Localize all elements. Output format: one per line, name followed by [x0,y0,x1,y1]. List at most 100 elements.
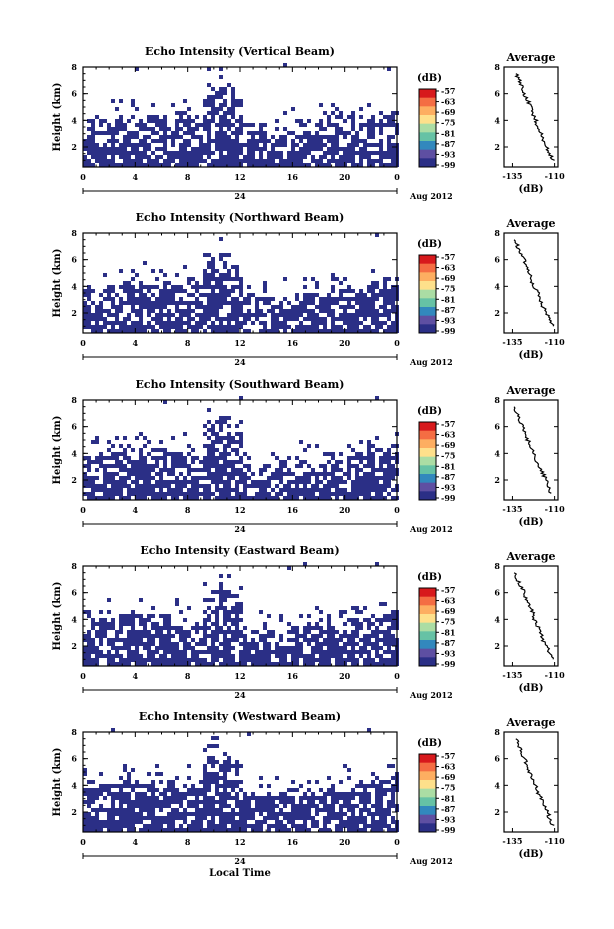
colorbar-segment [419,448,436,458]
echo-cell [351,289,355,293]
echo-cell [299,476,303,480]
echo-cell [147,808,151,812]
echo-cell [343,824,347,828]
echo-cell [283,143,287,147]
echo-cell [367,728,371,732]
echo-cell [295,305,299,309]
echo-cell [279,646,283,650]
echo-cell [231,788,235,792]
echo-cell [183,151,187,155]
echo-cell [119,115,123,119]
echo-cell [391,610,395,614]
echo-cell [119,488,123,492]
echo-cell [203,622,207,626]
echo-cell [223,147,227,151]
echo-cell [203,424,207,428]
echo-cell [159,792,163,796]
average-y-tick-label: 2 [494,807,500,817]
echo-cell [99,147,103,151]
echo-cell [195,488,199,492]
echo-cell [319,163,323,167]
echo-cell [203,273,207,277]
echo-cell [227,301,231,305]
echo-cell [279,618,283,622]
echo-cell [371,460,375,464]
colorbar-tick-label: -69 [441,772,456,782]
echo-cell [375,159,379,163]
echo-cell [135,492,139,496]
echo-cell [147,796,151,800]
echo-cell [259,484,263,488]
echo-cell [95,329,99,333]
echo-cell [95,436,99,440]
echo-cell [207,488,211,492]
echo-cell [307,796,311,800]
echo-cell [215,293,219,297]
echo-cell [327,630,331,634]
echo-cell [251,638,255,642]
echo-cell [207,103,211,107]
echo-cell [171,139,175,143]
echo-cell [183,143,187,147]
echo-cell [115,828,119,832]
echo-cell [103,155,107,159]
echo-cell [187,804,191,808]
echo-cell [231,317,235,321]
echo-cell [183,828,187,832]
echo-cell [331,788,335,792]
echo-cell [99,626,103,630]
echo-cell [375,313,379,317]
echo-cell [227,313,231,317]
echo-cell [203,796,207,800]
echo-cell [227,444,231,448]
echo-cell [167,658,171,662]
echo-cell [367,662,371,666]
echo-cell [227,594,231,598]
echo-cell [211,285,215,289]
echo-cell [219,329,223,333]
echo-cell [175,796,179,800]
echo-cell [255,642,259,646]
echo-cell [159,658,163,662]
echo-cell [223,277,227,281]
echo-cell [155,800,159,804]
echo-cell [319,650,323,654]
echo-cell [299,309,303,313]
echo-cell [111,658,115,662]
echo-cell [379,808,383,812]
colorbar-tick-label: -75 [441,284,455,294]
echo-cell [151,103,155,107]
colorbar-tick-label: -57 [441,751,455,761]
echo-cell [371,135,375,139]
echo-cell [283,111,287,115]
echo-cell [279,163,283,167]
echo-cell [223,131,227,135]
average-x-tick-label: -110 [545,171,565,181]
echo-cell [159,269,163,273]
echo-cell [163,297,167,301]
echo-cell [231,606,235,610]
echo-cell [323,135,327,139]
echo-cell [119,147,123,151]
echo-cell [275,824,279,828]
echo-cell [103,464,107,468]
echo-cell [103,476,107,480]
echo-cell [263,297,267,301]
echo-cell [219,488,223,492]
echo-cell [87,642,91,646]
echo-cell [83,163,87,167]
echo-cell [211,796,215,800]
echo-cell [311,654,315,658]
echo-cell [255,147,259,151]
echo-cell [211,297,215,301]
echo-cell [215,147,219,151]
echo-cell [187,464,191,468]
echo-cell [127,325,131,329]
echo-cell [379,804,383,808]
echo-cell [387,329,391,333]
echo-cell [355,618,359,622]
echo-cell [235,301,239,305]
echo-cell [203,582,207,586]
echo-cell [275,820,279,824]
echo-cell [287,309,291,313]
